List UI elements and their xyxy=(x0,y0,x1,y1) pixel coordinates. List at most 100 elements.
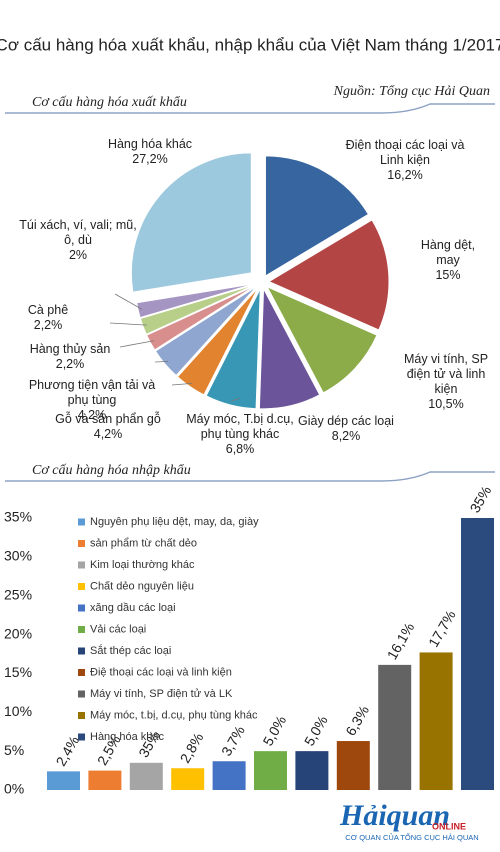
pie-label: Hàng thủy sản 2,2% xyxy=(20,342,120,372)
slice-name: Giày dép các loại xyxy=(298,414,394,428)
bar-value-label: 16,1% xyxy=(384,620,418,662)
legend-swatch xyxy=(78,712,85,719)
legend-label: Nguyên phụ liệu dệt, may, da, giày xyxy=(90,516,259,528)
slice-name: Hàng hóa khác xyxy=(107,137,193,151)
slice-name: Cà phê xyxy=(27,303,69,317)
bar-value-label: 2,8% xyxy=(177,730,207,766)
pie-title: Cơ cấu hàng hóa xuất khẩu xyxy=(32,95,187,110)
legend-label: Hàng hóa khác xyxy=(90,731,164,743)
legend-swatch xyxy=(78,583,85,590)
leader-line xyxy=(171,383,193,386)
leader-line xyxy=(109,322,147,326)
bar xyxy=(336,741,370,790)
slice-value: 15% xyxy=(435,268,461,282)
leader-line xyxy=(154,361,169,363)
bar-value-label: 5,0% xyxy=(301,713,331,749)
source: Nguồn: Tổng cục Hải Quan xyxy=(333,84,490,99)
legend-swatch xyxy=(78,733,85,741)
bar xyxy=(47,771,80,790)
bar xyxy=(129,762,163,790)
bar-value-label: 5,0% xyxy=(259,713,289,749)
pie-label: Cà phê 2,2% xyxy=(13,303,83,333)
slice-value: 2,2% xyxy=(33,318,63,332)
slice-value: 16,2% xyxy=(387,168,423,182)
slice-name: Máy vi tính, SP điện tử và linh kiện xyxy=(403,352,489,396)
slice-value: 4,2% xyxy=(77,408,107,422)
pie-label: Hàng dệt, may 15% xyxy=(408,238,488,283)
slice-value: 6,8% xyxy=(225,442,255,456)
logo-tagline: CƠ QUAN CỦA TỔNG CỤC HẢI QUAN xyxy=(345,833,478,842)
y-tick-label: 10% xyxy=(4,703,32,719)
legend-swatch xyxy=(78,669,85,676)
legend-swatch xyxy=(78,647,85,655)
pie-slice xyxy=(267,219,390,331)
legend-label: Kim loại thường khác xyxy=(90,559,195,571)
pie-label: Hàng hóa khác 27,2% xyxy=(100,137,200,167)
slice-value: 10,5% xyxy=(428,397,464,411)
pie-label: Máy móc, T.bị d.cụ, phụ tùng khác 6,8% xyxy=(180,412,300,457)
pie-label: Gỗ và sản phẩn gỗ 4,2% xyxy=(38,412,178,442)
bar-value-label: 35% xyxy=(466,483,494,515)
slice-name: Máy móc, T.bị d.cụ, phụ tùng khác xyxy=(186,412,294,441)
pie-slice xyxy=(258,286,321,410)
bar-value-label: 2,4% xyxy=(52,733,82,769)
pie-label: Túi xách, ví, vali; mũ, ô, dù 2% xyxy=(13,218,143,263)
pie-slice xyxy=(130,152,252,293)
slice-value: 2% xyxy=(68,248,88,262)
pie-label: Máy vi tính, SP điện tử và linh kiện 10,5… xyxy=(396,352,496,412)
legend-swatch xyxy=(78,690,85,698)
bar xyxy=(171,768,205,790)
page-title: Cơ cấu hàng hóa xuất khẩu, nhập khẩu của… xyxy=(0,35,500,54)
slice-value: 8,2% xyxy=(331,429,361,443)
y-tick-label: 30% xyxy=(4,548,32,564)
pie-slice xyxy=(205,288,261,410)
legend-label: xăng dầu các loại xyxy=(90,602,176,614)
bar xyxy=(419,652,453,790)
bar xyxy=(212,761,246,790)
pie-slice xyxy=(136,283,256,319)
y-tick-label: 0% xyxy=(4,781,24,797)
legend-label: sản phẩm từ chất dẻo xyxy=(90,537,197,549)
slice-name: Hàng thủy sản xyxy=(29,342,111,356)
pie-slice xyxy=(154,286,258,377)
slice-name: Điện thoại các loại và Linh kiện xyxy=(345,138,465,167)
y-tick-label: 35% xyxy=(4,509,32,525)
bar xyxy=(295,751,329,790)
bar-value-label: 3,7% xyxy=(218,723,248,759)
header-rule xyxy=(5,471,495,482)
leader-line xyxy=(114,293,143,310)
slice-name: Hàng dệt, may xyxy=(420,238,476,267)
bar xyxy=(88,770,122,790)
legend-swatch xyxy=(78,561,85,569)
legend-swatch xyxy=(78,518,85,526)
pie-label: Phương tiện vận tải và phụ tùng 4,2% xyxy=(22,378,162,423)
legend-label: Vải các loại xyxy=(90,623,146,635)
slice-value: 27,2% xyxy=(132,152,168,166)
y-tick-label: 15% xyxy=(4,664,32,680)
slice-name: Phương tiện vận tải và phụ tùng xyxy=(28,378,156,407)
slice-value: 4,2% xyxy=(93,427,123,441)
pie-slice xyxy=(139,283,256,335)
y-tick-label: 5% xyxy=(4,742,24,758)
pie-slice xyxy=(176,287,259,396)
leader-line xyxy=(119,340,155,348)
legend-swatch xyxy=(78,626,85,633)
bar xyxy=(378,664,412,790)
header-rule xyxy=(5,103,495,114)
logo-name: Hảiquan xyxy=(339,799,450,832)
slice-name: Gỗ và sản phẩn gỗ xyxy=(55,412,161,426)
pie-slice xyxy=(264,155,370,277)
legend-label: Chất dẻo nguyên liệu xyxy=(90,580,194,592)
pie-slice xyxy=(266,285,378,394)
leader-line xyxy=(231,397,241,402)
legend-label: Máy vi tính, SP điện tử và LK xyxy=(90,688,233,700)
y-tick-label: 25% xyxy=(4,586,32,602)
bar xyxy=(461,518,494,790)
slice-value: 2,2% xyxy=(55,357,85,371)
slice-name: Túi xách, ví, vali; mũ, ô, dù xyxy=(19,218,137,247)
pie-label: Giày dép các loại 8,2% xyxy=(291,414,401,444)
bar-value-label: 6,3% xyxy=(342,703,372,739)
y-tick-label: 20% xyxy=(4,625,32,641)
